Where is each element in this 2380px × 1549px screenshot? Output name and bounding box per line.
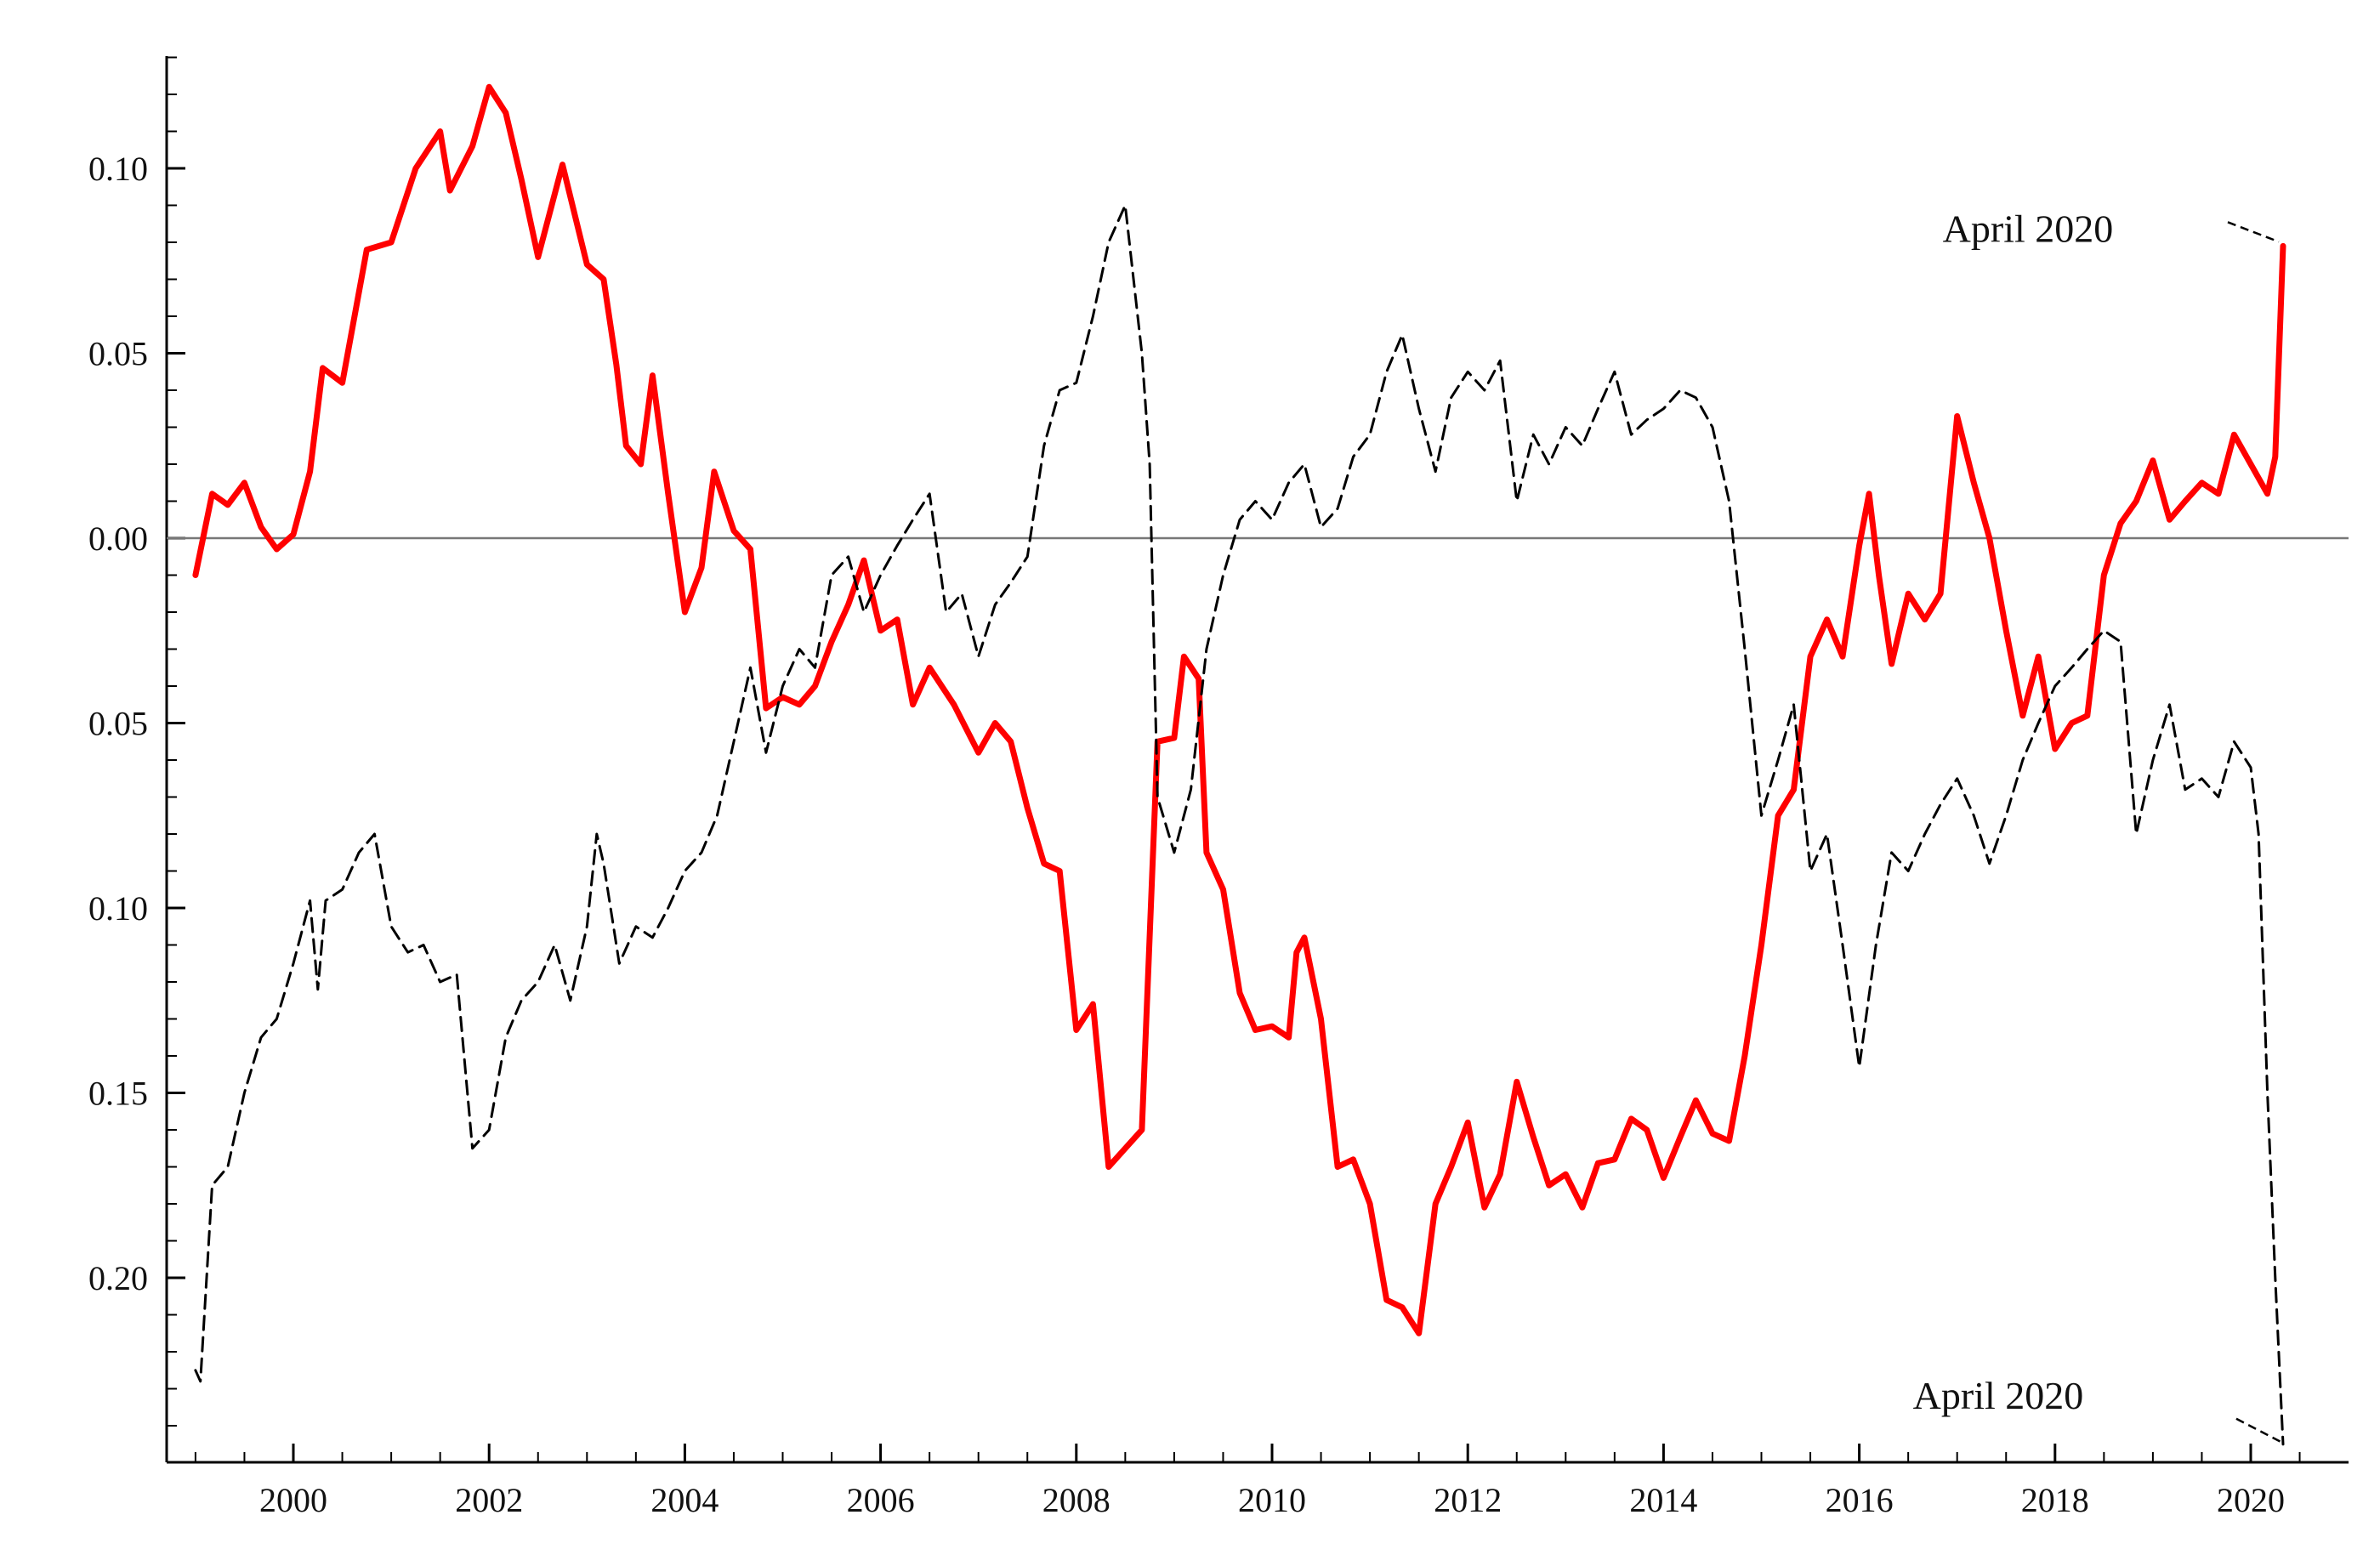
y-axis-ticks: 0.10 0.05 0.00 0.05 0.10 0.15 0.20 (88, 150, 185, 1297)
y-tick-label: 0.10 (88, 150, 148, 188)
x-tick-label: 2018 (2021, 1481, 2089, 1519)
series-group (192, 83, 2286, 1446)
x-tick-label: 2012 (1434, 1481, 1502, 1519)
x-tick-label: 2014 (1629, 1481, 1697, 1519)
x-tick-label: 2010 (1238, 1481, 1306, 1519)
x-tick-label: 2002 (455, 1481, 523, 1519)
x-axis-ticks: 2000 2002 2004 2006 2008 2010 2012 2014 2016 2018… (259, 1444, 2285, 1519)
annotations: April 2020 April 2020 (1913, 207, 2281, 1443)
y-tick-label: 0.15 (88, 1075, 148, 1113)
y-tick-label: 0.00 (88, 519, 148, 558)
x-tick-label: 2000 (259, 1481, 327, 1519)
annotation-pointer (2235, 1417, 2281, 1443)
y-tick-label: 0.05 (88, 705, 148, 743)
x-tick-label: 2020 (2217, 1481, 2285, 1519)
annotation-pointer (2227, 221, 2280, 243)
x-tick-label: 2004 (650, 1481, 719, 1519)
series-line-dashed (194, 204, 2285, 1446)
series-line-solid (192, 83, 2286, 1336)
y-tick-label: 0.10 (88, 889, 148, 928)
x-tick-label: 2008 (1042, 1481, 1110, 1519)
y-tick-label: 0.20 (88, 1259, 148, 1297)
x-tick-label: 2006 (847, 1481, 915, 1519)
annotation-label: April 2020 (1943, 207, 2114, 250)
minor-ticks (167, 56, 2301, 1462)
y-tick-label: 0.05 (88, 335, 148, 373)
x-tick-label: 2016 (1826, 1481, 1894, 1519)
annotation-label: April 2020 (1913, 1374, 2084, 1417)
